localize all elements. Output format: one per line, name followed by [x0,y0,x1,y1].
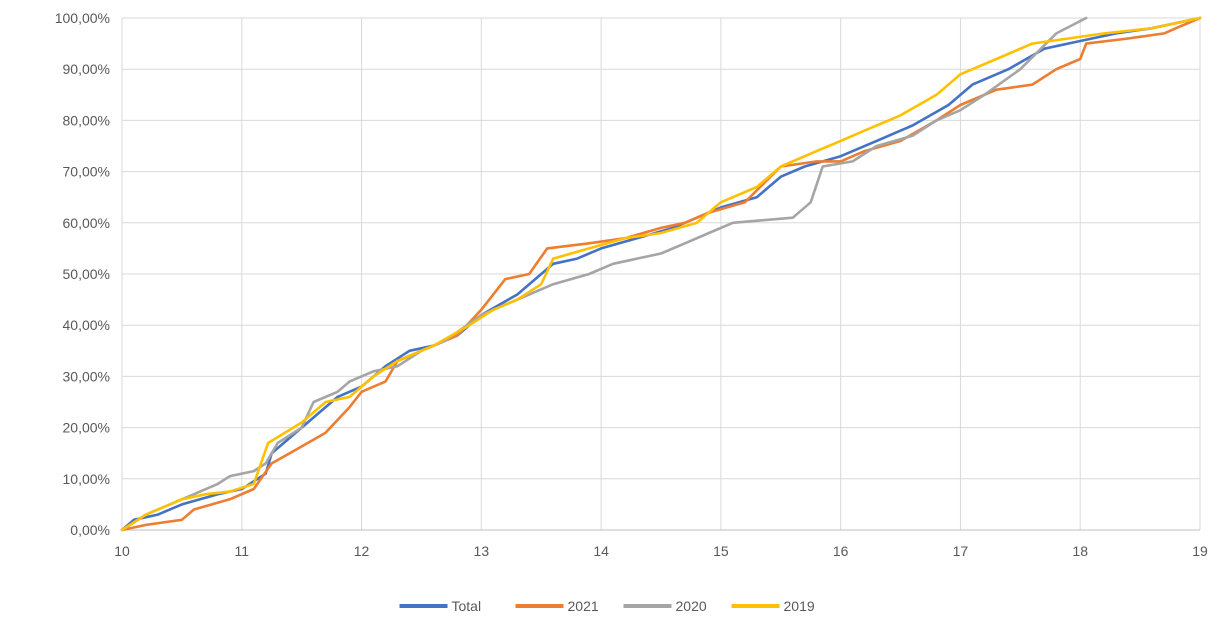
series-lines [120,16,1202,532]
x-tick-label: 16 [833,543,849,559]
legend-label-2020: 2020 [676,598,707,614]
y-tick-label: 60,00% [63,215,110,231]
x-tick-label: 18 [1072,543,1088,559]
y-tick-label: 80,00% [63,112,110,128]
legend-label-2019: 2019 [784,598,815,614]
y-tick-label: 30,00% [63,368,110,384]
y-tick-label: 90,00% [63,61,110,77]
y-tick-label: 10,00% [63,471,110,487]
legend-label-2021: 2021 [568,598,599,614]
x-tick-label: 10 [114,543,130,559]
y-tick-label: 100,00% [55,10,110,26]
legend: Total 2021 2020 2019 [399,598,815,614]
y-tick-label: 40,00% [63,317,110,333]
series-line-2020 [120,16,1088,532]
y-tick-label: 20,00% [63,420,110,436]
grid [122,17,1201,530]
series-line-2019 [120,16,1202,532]
x-tick-label: 13 [474,543,490,559]
series-line-2021 [120,16,1202,532]
x-tick-label: 14 [593,543,609,559]
y-tick-label: 50,00% [63,266,110,282]
x-tick-label: 15 [713,543,729,559]
x-tick-label: 19 [1192,543,1208,559]
legend-label-total: Total [452,598,482,614]
x-tick-label: 11 [235,543,250,559]
y-tick-label: 70,00% [63,164,110,180]
x-tick-label: 17 [953,543,969,559]
y-tick-label: 0,00% [70,522,110,538]
x-tick-label: 12 [354,543,370,559]
axes: 10 11 12 13 14 15 16 17 18 19 0,00% 10,00% 20,00% 30,… [55,10,1208,559]
